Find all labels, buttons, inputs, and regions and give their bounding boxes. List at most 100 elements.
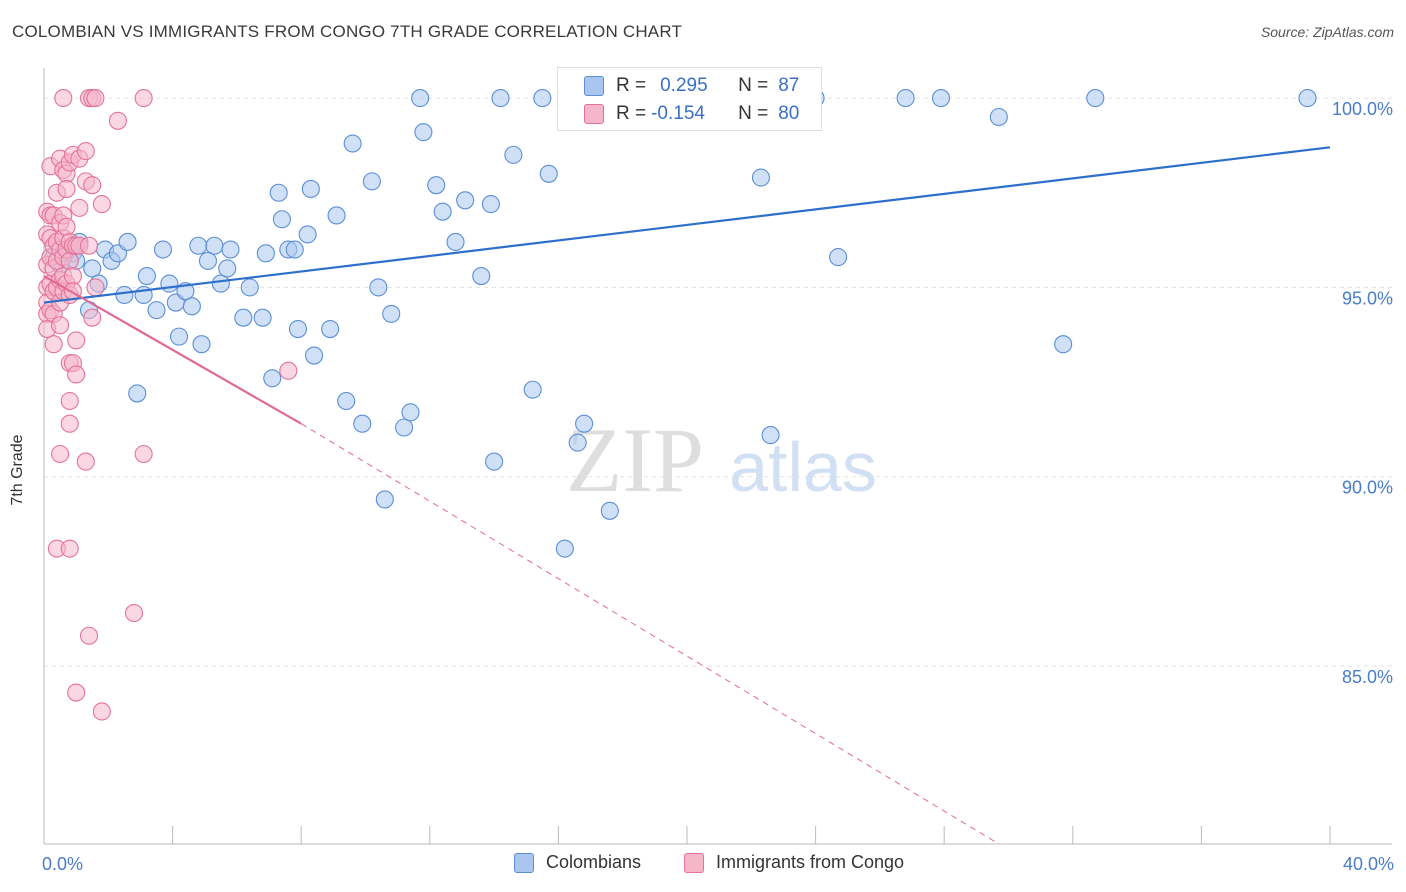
bottom-legend-label: Immigrants from Congo (716, 852, 905, 872)
colombian-point (433, 202, 452, 221)
congo-point (79, 626, 99, 645)
congo-point (67, 683, 86, 702)
congo-point (83, 308, 102, 327)
colombian-point (829, 248, 848, 267)
colombian-point (115, 285, 134, 305)
colombians-trend-line (43, 146, 1331, 304)
colombian-point (523, 380, 542, 399)
chart-title: COLOMBIAN VS IMMIGRANTS FROM CONGO 7TH G… (12, 22, 683, 41)
axes (43, 68, 1392, 845)
legend-r-label: R = (616, 75, 647, 96)
congo-point (92, 195, 111, 214)
y-tick-label: 100.0% (1332, 99, 1393, 119)
colombian-point (411, 89, 430, 108)
y-tick-label: 90.0% (1342, 478, 1393, 498)
tick-labels: 85.0% 90.0% 95.0% 100.0% 0.0% 40.0% (42, 99, 1394, 874)
colombian-point (446, 232, 465, 252)
congo-point (92, 702, 111, 721)
colombian-point (240, 278, 259, 297)
colombian-point (931, 89, 951, 108)
trend-lines (43, 146, 1331, 845)
congo-point (124, 603, 144, 623)
congo-point (51, 444, 70, 464)
legend-swatch-congo (584, 104, 604, 124)
colombian-point (481, 195, 500, 214)
colombian-point (456, 191, 475, 210)
colombian-point (301, 179, 320, 199)
grid-lines (44, 97, 1392, 667)
y-tick-label: 85.0% (1342, 667, 1393, 687)
colombian-point (533, 89, 552, 108)
correlation-legend: R = 0.295 N = 87 R = -0.154 N = 80 (557, 67, 822, 131)
colombian-point (285, 240, 304, 259)
watermark: ZIP atlas (566, 409, 877, 511)
legend-n-label: N = (738, 103, 769, 124)
legend-n-value: 87 (778, 75, 800, 96)
colombian-point (211, 274, 230, 293)
y-tick-label: 95.0% (1342, 288, 1393, 308)
colombian-point (369, 278, 388, 297)
congo-point (60, 251, 79, 270)
colombian-point (485, 452, 504, 471)
legend-n-value: 80 (778, 103, 800, 124)
colombian-point (375, 490, 394, 509)
congo-point (134, 89, 153, 108)
colombian-point (600, 501, 619, 520)
source-note: Source: ZipAtlas.com (1260, 24, 1394, 40)
colombian-point (761, 426, 780, 445)
colombian-point (218, 259, 237, 278)
legend-r-label: R = (616, 103, 647, 124)
congo-point (67, 331, 86, 350)
watermark-atlas: atlas (729, 428, 877, 506)
colombian-point (269, 183, 288, 202)
colombian-point (153, 240, 173, 259)
colombian-point (256, 244, 275, 263)
x-tick-label: 40.0% (1343, 854, 1394, 874)
colombian-point (189, 236, 208, 255)
colombian-point (192, 335, 211, 354)
congo-trend-extension (300, 423, 1000, 845)
colombian-point (272, 210, 291, 229)
colombian-point (343, 134, 362, 153)
colombian-point (555, 539, 574, 558)
legend-row-colombians: R = 0.295 N = 87 (558, 72, 799, 100)
colombian-point (353, 414, 372, 433)
colombian-point (221, 240, 240, 259)
colombian-point (414, 123, 433, 142)
colombian-point (427, 176, 446, 195)
congo-point (60, 539, 79, 558)
legend-r-value: 0.295 (660, 75, 708, 96)
colombian-point (491, 89, 510, 108)
congo-point (63, 266, 82, 286)
legend-r-value: -0.154 (651, 103, 705, 124)
colombian-point (298, 225, 317, 244)
legend-row-congo: R = -0.154 N = 80 (558, 100, 799, 128)
congo-point (279, 361, 298, 380)
colombian-point (205, 236, 224, 255)
colombian-point (118, 232, 137, 252)
colombian-point (337, 391, 356, 411)
colombian-point (128, 384, 147, 403)
congo-point (67, 365, 86, 384)
colombian-point (751, 168, 770, 187)
colombian-point (83, 259, 102, 278)
legend-swatch-colombians (584, 76, 604, 96)
colombian-point (234, 308, 253, 327)
colombian-point (253, 308, 272, 327)
colombian-point (169, 327, 189, 346)
bottom-legend-swatch-congo (684, 852, 704, 873)
congo-point (57, 179, 76, 199)
congo-point (57, 217, 76, 236)
colombian-point (575, 414, 594, 433)
colombian-point (1054, 335, 1073, 354)
colombian-point (1086, 89, 1105, 108)
colombian-point (539, 164, 558, 183)
congo-point (51, 316, 70, 335)
colombian-point (198, 251, 218, 270)
colombian-point (160, 274, 179, 293)
bottom-legend-colombians: Colombians (514, 852, 641, 873)
congo-point (70, 198, 89, 217)
congo-point (44, 335, 63, 354)
colombian-point (288, 319, 308, 339)
